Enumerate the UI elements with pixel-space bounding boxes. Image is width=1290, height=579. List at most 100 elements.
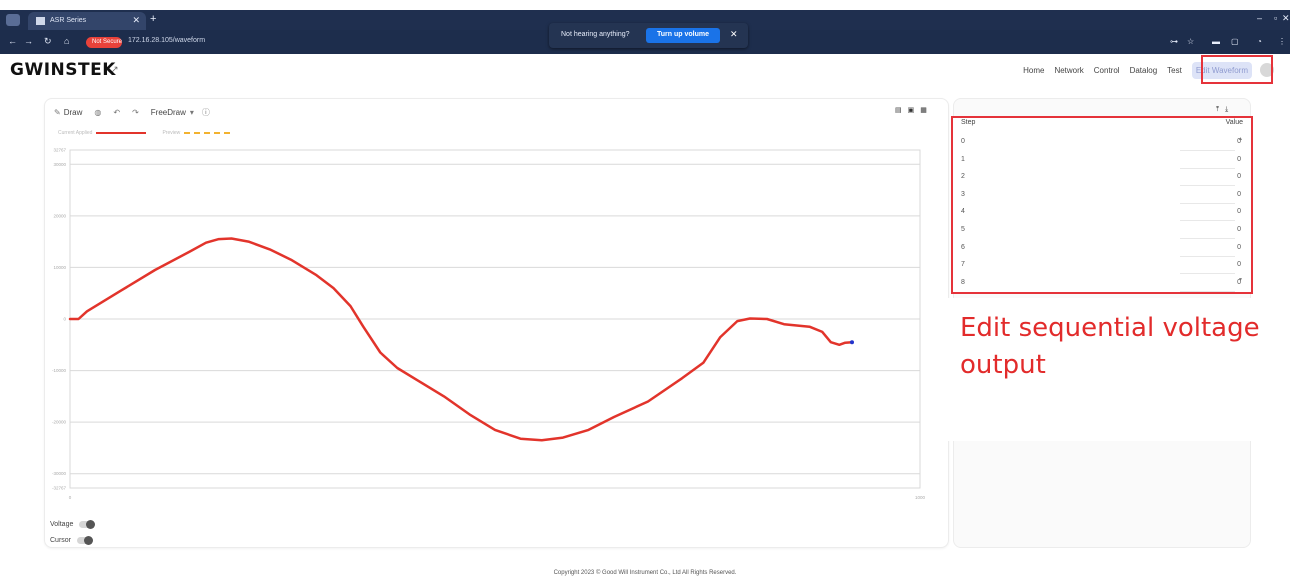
footer-copyright: Copyright 2023 © Good Will Instrument Co… xyxy=(553,570,737,576)
account-icon[interactable]: ◔ xyxy=(1257,37,1262,46)
gwinstek-logo[interactable]: GWINSTEK xyxy=(10,60,116,80)
value-underline xyxy=(1180,255,1235,257)
step-cell: 0 xyxy=(961,138,965,145)
draw-button[interactable]: Draw xyxy=(63,107,83,117)
waveform-panel xyxy=(44,98,949,548)
value-input[interactable]: 0 xyxy=(1237,226,1241,233)
y-tick-label: -20000 xyxy=(52,420,67,425)
value-input[interactable]: 0 xyxy=(1237,261,1241,269)
forward-icon[interactable]: → xyxy=(24,36,33,46)
url-text[interactable]: 172.16.28.105/waveform xyxy=(128,37,206,44)
download-icon[interactable]: ⤓ xyxy=(1225,106,1235,113)
step-cell: 8 xyxy=(961,278,965,286)
y-tick-label: 0 xyxy=(63,317,66,322)
tab-menu-button[interactable] xyxy=(6,14,20,26)
x-tick-label: 0 xyxy=(69,495,72,500)
step-cell: 2 xyxy=(961,173,965,181)
nav-control[interactable]: Control xyxy=(1093,65,1120,75)
kebab-menu-icon[interactable]: ⋮ xyxy=(1278,37,1286,46)
turn-up-volume-button[interactable]: Turn up volume xyxy=(646,28,720,43)
y-tick-label: 32767 xyxy=(53,148,66,153)
nav-datalog[interactable]: Datalog xyxy=(1129,65,1158,75)
extension-icon[interactable]: ▬ xyxy=(1212,37,1220,46)
not-secure-badge[interactable]: Not Secure xyxy=(86,37,122,48)
y-tick-label: -32767 xyxy=(52,486,67,491)
value-input[interactable]: 0 xyxy=(1237,278,1241,286)
nav-test[interactable]: Test xyxy=(1167,65,1182,75)
step-cell: 6 xyxy=(961,243,965,251)
nav-home[interactable]: Home xyxy=(1023,65,1045,75)
info-icon[interactable]: ⓘ xyxy=(201,107,210,117)
apply-icon[interactable]: ▦ xyxy=(920,107,933,114)
legend-applied-swatch xyxy=(96,132,147,134)
home-icon[interactable]: ⌂ xyxy=(64,36,70,46)
value-input[interactable]: 0 xyxy=(1237,190,1241,198)
step-column-header: Step xyxy=(961,119,976,126)
edit-waveform-highlight-box xyxy=(1201,55,1273,84)
profile-icon[interactable]: ▢ xyxy=(1231,37,1239,46)
value-input[interactable]: 0 xyxy=(1237,243,1241,251)
table-actions: ⤒⤓ xyxy=(1216,106,1234,114)
step-cell: 7 xyxy=(961,261,965,269)
nav-edit-waveform[interactable]: Edit Waveform xyxy=(1191,61,1252,79)
step-cell: 4 xyxy=(961,208,965,216)
reload-icon[interactable]: ↻ xyxy=(44,36,52,46)
open-folder-icon[interactable]: ▤ xyxy=(895,107,908,114)
waveform-chart[interactable]: 327673000020000100000-10000-20000-30000-… xyxy=(50,148,935,503)
eraser-icon[interactable]: ◍ xyxy=(94,107,102,117)
new-tab-icon[interactable]: + xyxy=(150,13,157,25)
value-input[interactable]: 0 xyxy=(1237,208,1241,216)
nav-network[interactable]: Network xyxy=(1054,65,1084,75)
voltage-toggle[interactable] xyxy=(79,519,96,529)
close-tab-icon[interactable]: ✕ xyxy=(132,15,140,25)
scroll-up-icon[interactable]: ▲ xyxy=(1238,136,1243,142)
value-input[interactable]: 0 xyxy=(1237,173,1241,181)
external-link-icon[interactable]: ↗ xyxy=(111,64,119,74)
y-tick-label: 30000 xyxy=(53,162,66,167)
drawing-toolbar: ✎ Draw ◍ ↶ ↷ FreeDraw ▾ ⓘ xyxy=(54,105,222,119)
bookmark-star-icon[interactable]: ☆ xyxy=(1187,37,1195,46)
value-input[interactable]: 0 xyxy=(1237,155,1241,163)
upload-icon[interactable]: ⤒ xyxy=(1216,106,1226,113)
value-underline xyxy=(1180,202,1235,204)
pencil-icon: ✎ xyxy=(54,107,61,117)
value-underline xyxy=(1180,185,1235,187)
annotation-text: Edit sequential voltage output xyxy=(960,313,1260,380)
chart-legend: Current Applied Preview xyxy=(58,129,231,137)
value-input[interactable]: 0 xyxy=(1237,138,1241,145)
browser-tab[interactable]: ASR Series ✕ xyxy=(28,12,146,30)
value-underline xyxy=(1180,238,1235,239)
password-key-icon[interactable]: ⊶ xyxy=(1170,37,1178,46)
scroll-down-icon[interactable]: ▼ xyxy=(1238,277,1243,283)
legend-preview-swatch xyxy=(184,132,231,134)
back-icon[interactable]: ← xyxy=(8,36,17,46)
table-header: Step Value xyxy=(961,119,1243,126)
legend-applied-label: Current Applied xyxy=(58,130,93,136)
maximize-icon[interactable]: ▫ xyxy=(1274,13,1278,23)
save-icon[interactable]: ▣ xyxy=(907,107,921,114)
minimize-icon[interactable]: – xyxy=(1257,13,1263,23)
user-avatar[interactable] xyxy=(1260,63,1274,77)
redo-icon[interactable]: ↷ xyxy=(132,107,139,117)
close-window-icon[interactable]: ✕ xyxy=(1282,13,1290,23)
chevron-down-icon[interactable]: ▾ xyxy=(189,107,194,117)
toast-close-icon[interactable]: ✕ xyxy=(730,29,738,39)
value-underline xyxy=(1180,290,1235,292)
annotation-callout: Edit sequential voltage output xyxy=(941,298,1286,441)
x-tick-label: 1000 xyxy=(915,495,926,500)
step-cell: 1 xyxy=(961,155,965,163)
cursor-toggle[interactable] xyxy=(77,535,94,545)
draw-mode-select[interactable]: FreeDraw xyxy=(150,107,186,117)
value-underline xyxy=(1180,220,1235,222)
undo-icon[interactable]: ↶ xyxy=(113,107,121,117)
